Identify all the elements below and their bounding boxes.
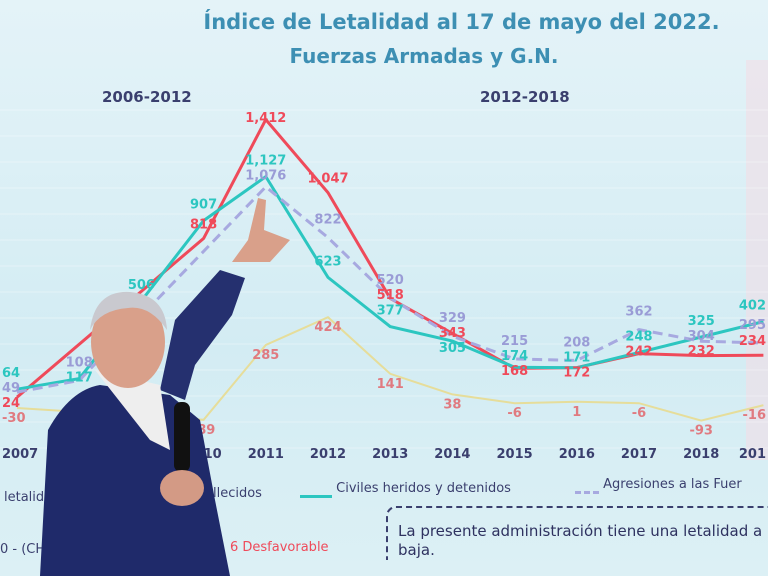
data-label: -6 xyxy=(632,406,646,421)
footer-status: 6 Desfavorable xyxy=(230,540,329,555)
x-tick-label: 2011 xyxy=(248,447,284,462)
microphone xyxy=(174,402,190,472)
data-label: 907 xyxy=(190,198,217,213)
data-label: 402 xyxy=(739,299,766,314)
data-label: 232 xyxy=(688,344,715,359)
x-tick-label: 2007 xyxy=(2,447,38,462)
period-label-right: 2012-2018 xyxy=(480,88,570,106)
highlight-band xyxy=(746,60,768,460)
x-tick-label: 2015 xyxy=(497,447,533,462)
series-line xyxy=(16,184,764,394)
data-label: 208 xyxy=(563,335,590,350)
x-tick-label: 2016 xyxy=(559,447,595,462)
x-tick-label: 2018 xyxy=(683,447,719,462)
hair xyxy=(90,291,167,330)
data-label: 1,412 xyxy=(245,111,286,126)
data-label: 377 xyxy=(377,304,404,319)
data-label: 518 xyxy=(377,288,404,303)
suit-arm xyxy=(160,270,245,400)
shirt xyxy=(95,370,170,450)
data-label: 38 xyxy=(443,397,461,412)
data-label: -30 xyxy=(2,411,26,426)
data-label: 304 xyxy=(688,329,715,344)
x-tick-label: 2014 xyxy=(434,447,470,462)
data-label: -6 xyxy=(507,406,521,421)
data-label: 24 xyxy=(2,396,20,411)
data-label: 234 xyxy=(739,334,766,349)
data-label: 818 xyxy=(190,217,217,232)
data-label: 1,076 xyxy=(245,169,286,184)
note-box: La presente administración tiene una let… xyxy=(386,506,768,560)
data-label: 1,127 xyxy=(245,154,286,169)
data-label: 285 xyxy=(252,348,279,363)
data-label: 305 xyxy=(439,341,466,356)
data-label: 295 xyxy=(739,318,766,333)
legend-swatch-cyan xyxy=(300,495,332,498)
data-label: 242 xyxy=(625,344,652,359)
data-label: 168 xyxy=(501,364,528,379)
data-label: -16 xyxy=(743,408,767,423)
legend-item-agresiones: Agresiones a las Fuer xyxy=(575,477,742,494)
data-label: 248 xyxy=(625,329,652,344)
data-label: 325 xyxy=(688,314,715,329)
series-line xyxy=(16,116,764,399)
data-label: 1,047 xyxy=(307,172,348,187)
chart-subtitle: Fuerzas Armadas y G.N. xyxy=(289,44,559,68)
data-label: 822 xyxy=(314,213,341,228)
data-label: 520 xyxy=(377,273,404,288)
data-label: 329 xyxy=(439,311,466,326)
data-label: 64 xyxy=(2,366,20,381)
legend-item-letalidad: letalid xyxy=(4,490,45,505)
data-label: 117 xyxy=(66,370,93,385)
period-label-left: 2006-2012 xyxy=(102,88,192,106)
data-label: 215 xyxy=(501,334,528,349)
data-label: 506 xyxy=(128,278,155,293)
chart-title: Índice de Letalidad al 17 de mayo del 20… xyxy=(203,10,720,34)
series-line xyxy=(16,316,764,422)
data-label: -93 xyxy=(689,424,713,439)
legend-item-heridos: Civiles heridos y detenidos xyxy=(300,481,511,498)
data-label: 49 xyxy=(2,381,20,396)
data-label: 108 xyxy=(66,355,93,370)
data-label: 171 xyxy=(563,350,590,365)
data-label: 424 xyxy=(314,320,341,335)
data-label: 362 xyxy=(625,305,652,320)
hand xyxy=(160,470,204,506)
x-tick-label: 2013 xyxy=(372,447,408,462)
data-label: 1 xyxy=(572,405,581,420)
legend-item-fallecidos: allecidos xyxy=(205,486,262,501)
data-label: 141 xyxy=(377,377,404,392)
legend-label-agresiones: Agresiones a las Fuer xyxy=(603,477,742,492)
face xyxy=(91,296,165,388)
pointing-hand xyxy=(232,198,290,262)
data-label: 174 xyxy=(501,349,528,364)
x-tick-label: 2017 xyxy=(621,447,657,462)
legend-label-heridos: Civiles heridos y detenidos xyxy=(336,481,511,496)
data-label: 343 xyxy=(439,326,466,341)
data-label: 172 xyxy=(563,365,590,380)
x-tick-label: 201 xyxy=(739,447,766,462)
data-label: 623 xyxy=(314,254,341,269)
legend-swatch-dashed xyxy=(575,491,599,494)
x-tick-label: 2012 xyxy=(310,447,346,462)
